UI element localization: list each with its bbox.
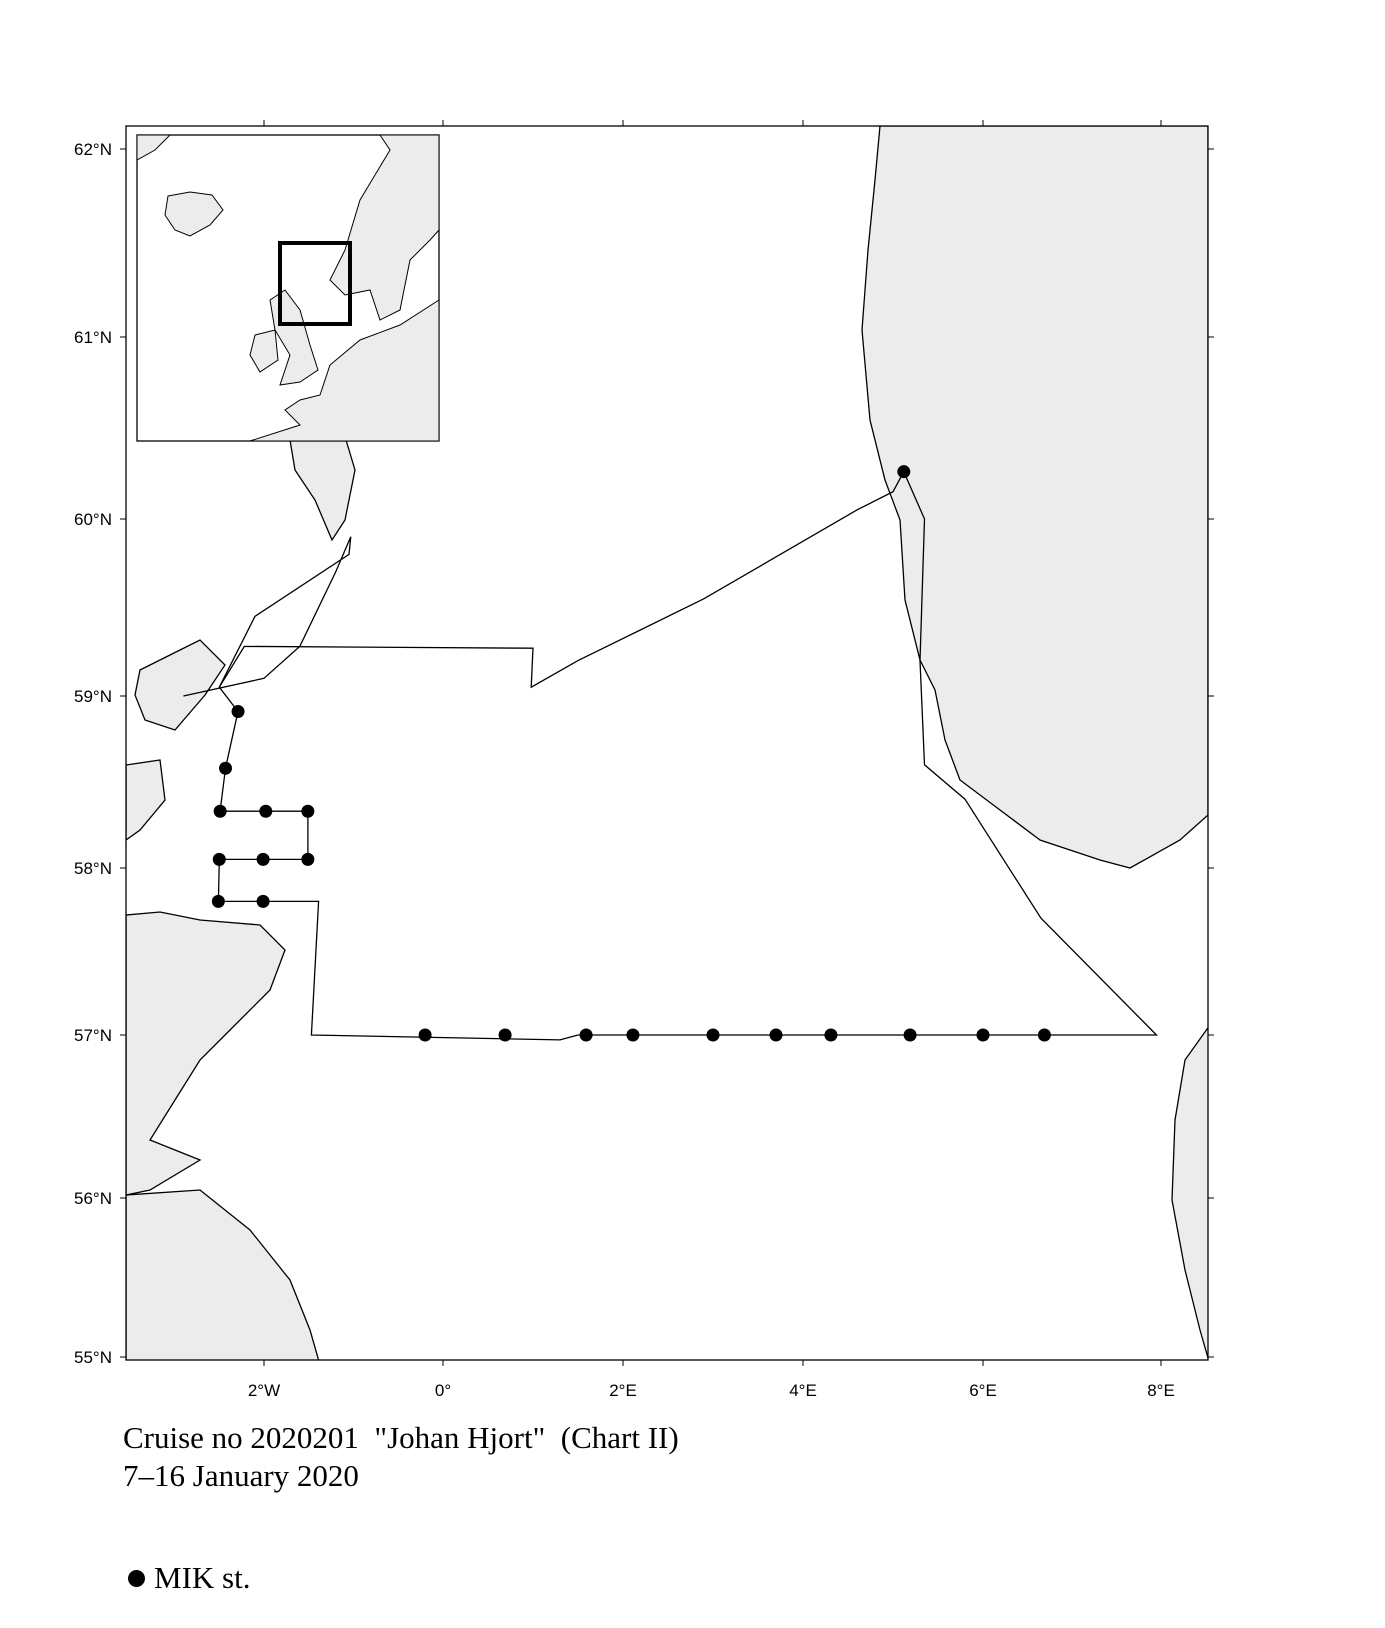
inset-ireland — [249, 329, 279, 373]
map-frame — [125, 125, 1209, 1361]
caption-dates: 7–16 January 2020 — [123, 1458, 359, 1493]
station-marker — [256, 894, 270, 908]
land-england — [126, 1189, 320, 1360]
caption-title: Cruise no 2020201 "Johan Hjort" (Chart I… — [123, 1420, 679, 1455]
station-marker — [1037, 1028, 1051, 1042]
lon-tick-label: 2°W — [248, 1381, 280, 1400]
lat-tick-label: 60°N — [74, 510, 112, 529]
land-norway — [861, 126, 1208, 869]
station-marker — [824, 1028, 838, 1042]
land — [126, 126, 1208, 1360]
axis-ticks: 62°N 61°N 60°N 59°N 58°N 57°N 56°N 55°N 2°W 0° 2°E… — [74, 120, 1214, 1400]
lat-tick-label: 57°N — [74, 1026, 112, 1045]
station-marker — [903, 1028, 917, 1042]
inset-europe — [249, 299, 440, 442]
station-marker — [211, 894, 225, 908]
legend-label: MIK st. — [154, 1560, 251, 1595]
station-marker — [301, 852, 315, 866]
lat-tick-label: 62°N — [74, 140, 112, 159]
station-marker — [897, 465, 911, 479]
station-marker — [301, 804, 315, 818]
land-caithness — [126, 759, 166, 841]
station-marker — [231, 704, 245, 718]
inset-scandinavia — [329, 134, 440, 321]
station-marker — [976, 1028, 990, 1042]
station-marker — [259, 804, 273, 818]
lon-tick-label: 2°E — [609, 1381, 637, 1400]
station-marker — [213, 804, 227, 818]
inset-study-area-box — [278, 241, 352, 326]
station-marker — [498, 1028, 512, 1042]
lat-tick-label: 55°N — [74, 1348, 112, 1367]
lon-tick-label: 0° — [435, 1381, 451, 1400]
inset-map — [136, 134, 440, 442]
lon-tick-label: 4°E — [789, 1381, 817, 1400]
lat-tick-label: 59°N — [74, 687, 112, 706]
lat-tick-label: 56°N — [74, 1189, 112, 1208]
lon-tick-label: 8°E — [1147, 1381, 1175, 1400]
legend: MIK st. — [128, 1560, 250, 1596]
station-marker — [212, 852, 226, 866]
station-marker — [706, 1028, 720, 1042]
station-marker — [579, 1028, 593, 1042]
cruise-track-loop — [183, 536, 352, 697]
station-marker-icon — [128, 1569, 145, 1587]
lat-tick-label: 61°N — [74, 328, 112, 347]
station-marker — [219, 761, 233, 775]
station-marker — [418, 1028, 432, 1042]
lon-tick-label: 6°E — [969, 1381, 997, 1400]
inset-iceland — [164, 191, 224, 237]
land-denmark — [1171, 1026, 1208, 1360]
land-scotland — [126, 911, 286, 1196]
land-orkney — [134, 639, 226, 731]
station-marker — [769, 1028, 783, 1042]
stations — [211, 465, 1051, 1042]
station-marker — [626, 1028, 640, 1042]
lat-tick-label: 58°N — [74, 859, 112, 878]
station-marker — [256, 852, 270, 866]
inset-greenland — [136, 134, 172, 161]
